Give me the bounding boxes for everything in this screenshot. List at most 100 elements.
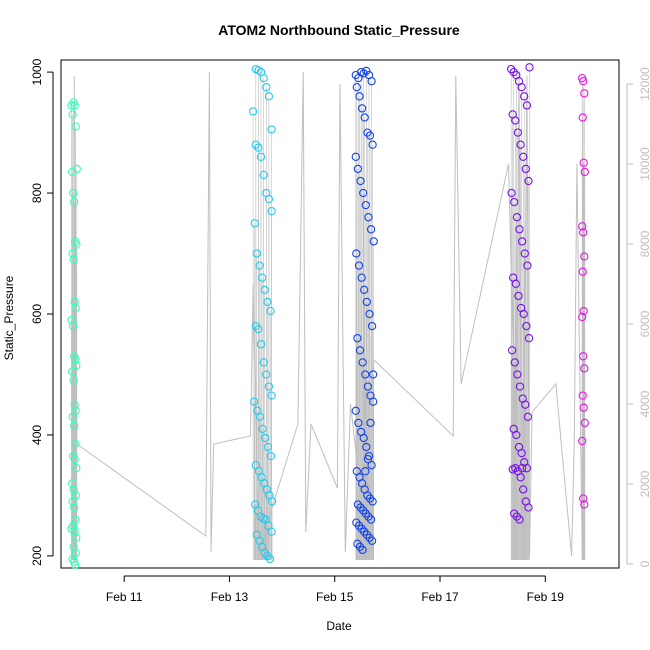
data-point — [524, 334, 534, 343]
data-point — [255, 261, 264, 270]
y2-tick-label: 8000 — [638, 230, 650, 257]
data-point — [580, 252, 589, 261]
data-point — [257, 273, 267, 282]
data-point — [578, 113, 587, 122]
data-point — [578, 267, 587, 276]
data-point — [256, 340, 266, 349]
data-point — [72, 464, 81, 473]
data-point — [578, 391, 587, 400]
data-point — [262, 83, 271, 92]
data-point — [264, 92, 274, 101]
data-point — [351, 406, 360, 415]
data-point — [362, 442, 371, 452]
data-point — [579, 77, 588, 86]
data-point — [67, 479, 77, 488]
data-point — [68, 321, 78, 331]
data-point — [578, 312, 587, 322]
series-2 — [248, 64, 277, 564]
data-point — [259, 170, 268, 180]
data-point — [67, 315, 76, 325]
data-point — [250, 397, 259, 406]
data-point — [359, 188, 368, 198]
data-point — [262, 370, 271, 379]
data-point — [71, 122, 80, 131]
data-point — [267, 207, 276, 216]
data-point — [365, 131, 375, 140]
data-point — [354, 261, 364, 270]
data-point — [363, 382, 373, 391]
data-point — [258, 424, 267, 434]
data-point — [69, 376, 78, 385]
secondary-trace-line — [73, 71, 584, 557]
data-point — [71, 439, 80, 449]
data-point — [70, 297, 79, 307]
data-point — [523, 261, 532, 270]
data-point — [68, 188, 78, 198]
data-point — [359, 433, 368, 443]
data-point — [70, 197, 79, 207]
data-point — [578, 222, 587, 231]
y2-tick-label: 4000 — [638, 390, 650, 417]
data-point — [352, 83, 361, 92]
series-1 — [67, 98, 81, 570]
data-point — [366, 418, 375, 428]
chart-title: ATOM2 Northbound Static_Pressure — [218, 22, 460, 38]
data-point — [266, 451, 276, 461]
data-point — [70, 454, 79, 464]
data-point — [353, 164, 363, 174]
data-point — [368, 140, 377, 149]
data-point — [358, 358, 367, 367]
data-point — [68, 412, 77, 421]
data-point — [517, 83, 526, 92]
data-point — [67, 367, 77, 376]
y2-tick-label: 6000 — [638, 310, 650, 337]
data-point — [351, 152, 360, 161]
data-point — [525, 63, 534, 72]
data-point — [70, 101, 79, 110]
y-tick-label: 400 — [30, 425, 44, 445]
data-point — [259, 358, 268, 367]
data-point — [364, 213, 373, 222]
data-point — [519, 485, 528, 494]
data-point — [264, 382, 274, 391]
y2-tick-label: 12000 — [638, 67, 650, 101]
data-point — [265, 554, 275, 564]
data-point — [520, 249, 529, 258]
y2-tick-label: 2000 — [638, 470, 650, 497]
data-point — [68, 249, 77, 258]
data-point — [367, 321, 377, 331]
data-point — [67, 167, 77, 177]
data-point — [507, 188, 516, 198]
data-point — [358, 545, 367, 555]
data-point — [252, 249, 261, 258]
data-point — [71, 560, 80, 570]
data-point — [366, 515, 376, 524]
y2-tick-label: 0 — [638, 560, 650, 567]
data-point — [578, 436, 587, 446]
data-point — [361, 370, 370, 379]
data-point — [256, 152, 266, 161]
data-point — [580, 364, 589, 373]
data-point — [266, 306, 275, 316]
data-point — [363, 454, 373, 464]
data-point — [515, 515, 524, 524]
data-point — [580, 167, 589, 177]
data-point — [360, 113, 369, 122]
data-point — [365, 309, 374, 319]
data-point — [72, 240, 81, 249]
data-point — [522, 101, 532, 110]
data-point — [356, 176, 365, 186]
data-point — [514, 291, 523, 301]
data-point — [248, 107, 258, 116]
data-point — [359, 69, 368, 78]
x-tick-label: Feb 15 — [316, 590, 354, 604]
data-point — [369, 397, 378, 406]
data-point — [520, 92, 529, 101]
data-point — [254, 66, 263, 75]
data-point — [513, 370, 522, 379]
data-point — [524, 176, 533, 186]
y-tick-label: 800 — [30, 183, 44, 203]
data-point — [67, 524, 76, 533]
data-point — [522, 321, 531, 331]
data-point — [522, 464, 532, 473]
